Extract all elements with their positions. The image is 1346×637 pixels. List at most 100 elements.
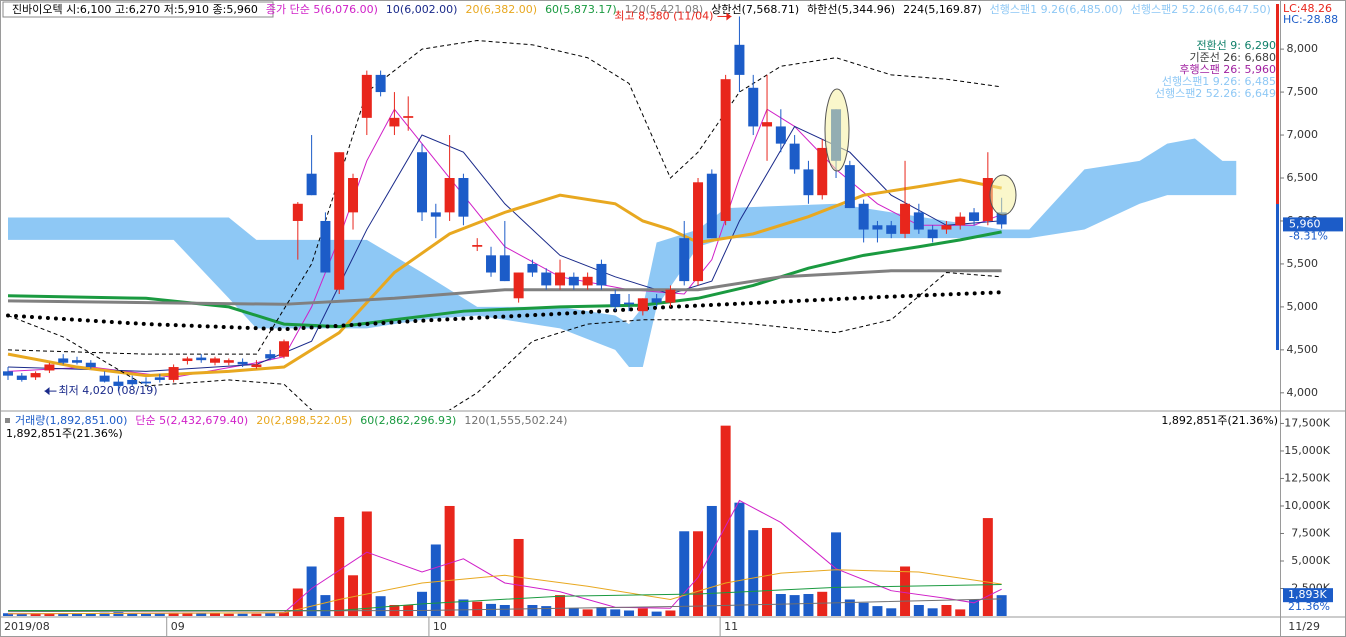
candle-body bbox=[624, 302, 635, 305]
subtitle: 1,892,851주(21.36%) bbox=[6, 427, 123, 440]
last-volume-box bbox=[1283, 588, 1333, 603]
indicator-line bbox=[8, 499, 1002, 615]
volume-bar bbox=[996, 595, 1007, 616]
corner-label: LC:48.26 bbox=[1283, 2, 1332, 15]
volume-bar bbox=[30, 613, 41, 616]
candle-body bbox=[900, 203, 911, 234]
candle-body bbox=[320, 220, 331, 273]
indicator-line bbox=[8, 569, 1002, 615]
candle-body bbox=[44, 364, 55, 371]
volume-bar bbox=[306, 566, 317, 616]
volume-bar bbox=[154, 613, 165, 616]
volume-bar bbox=[99, 612, 110, 616]
candle-body bbox=[665, 289, 676, 303]
volume-bar bbox=[430, 544, 441, 616]
legend-entry: 60(2,862,296.93) bbox=[360, 414, 456, 427]
candle-body bbox=[941, 225, 952, 230]
annotation: 최고 8,380 (11/04) bbox=[614, 9, 713, 22]
candle-body bbox=[141, 381, 152, 384]
candle-body bbox=[582, 276, 593, 286]
x-tick-label: 2019/08 bbox=[4, 620, 50, 633]
candle-body bbox=[555, 272, 566, 286]
ichimoku-info: 선행스팬2 52.26: 6,649 bbox=[1155, 87, 1276, 100]
volume-bar bbox=[982, 518, 993, 616]
candle-body bbox=[210, 358, 221, 363]
volume-bar bbox=[223, 613, 234, 616]
corner-label: HC:-28.88 bbox=[1283, 13, 1338, 26]
volume-bar bbox=[748, 530, 759, 616]
ichimoku-info: 선행스팬1 9.26: 6,485 bbox=[1162, 75, 1276, 88]
candle-body bbox=[844, 165, 855, 209]
candle-body bbox=[679, 238, 690, 282]
legend-entry: 60(5,873.17) bbox=[545, 3, 617, 16]
y-tick-label: 15,000K bbox=[1284, 444, 1330, 457]
y-tick-label: 17,500K bbox=[1284, 416, 1330, 429]
y-tick-label: 5,500 bbox=[1287, 257, 1319, 270]
indicator-line bbox=[7, 40, 1002, 355]
candle-body bbox=[789, 143, 800, 170]
candle-body bbox=[499, 255, 510, 282]
y-tick-label: 7,000 bbox=[1287, 128, 1319, 141]
volume-bar bbox=[44, 613, 55, 616]
volume-bar bbox=[127, 613, 138, 616]
candle-body bbox=[348, 178, 359, 213]
candle-body bbox=[486, 255, 497, 273]
chart-title: 거래량(1,892,851.00) bbox=[15, 414, 127, 427]
volume-bar bbox=[182, 612, 193, 616]
volume-bar bbox=[458, 599, 469, 616]
volume-bar bbox=[844, 599, 855, 616]
volume-bar bbox=[817, 591, 828, 616]
candle-body bbox=[251, 364, 262, 368]
ichimoku-info: 전환선 9: 6,290 bbox=[1196, 39, 1276, 52]
candle-body bbox=[734, 44, 745, 75]
candle-body bbox=[982, 178, 993, 221]
volume-bar bbox=[762, 527, 773, 616]
candle-body bbox=[182, 358, 193, 362]
volume-bar bbox=[858, 602, 869, 616]
candle-body bbox=[969, 212, 980, 221]
legend-entry: 상한선(7,568.71) bbox=[711, 3, 799, 16]
candle-body bbox=[651, 298, 662, 303]
volume-bar bbox=[361, 511, 372, 616]
volume-bar bbox=[955, 609, 966, 616]
range-bar bbox=[1276, 4, 1279, 204]
volume-bar bbox=[58, 613, 69, 616]
volume-bar bbox=[499, 604, 510, 616]
volume-bar bbox=[624, 610, 635, 616]
indicator-line bbox=[6, 290, 1004, 332]
volume-bar bbox=[596, 607, 607, 616]
candle-body bbox=[16, 375, 27, 380]
volume-bar bbox=[555, 595, 566, 616]
volume-bar bbox=[831, 532, 842, 616]
candle-body bbox=[279, 341, 290, 357]
volume-bar bbox=[210, 613, 221, 616]
candle-body bbox=[417, 152, 428, 213]
volume-bar bbox=[969, 599, 980, 616]
volume-bar bbox=[141, 613, 152, 616]
volume-bar bbox=[527, 604, 538, 616]
volume-bar bbox=[886, 608, 897, 616]
legend-entry: 하한선(5,344.96) bbox=[807, 2, 895, 16]
highlight-ellipse bbox=[824, 88, 850, 172]
range-bar bbox=[1276, 204, 1279, 350]
candle-body bbox=[444, 178, 455, 213]
candle-body bbox=[168, 367, 179, 380]
legend-entry: 224(5,169.87) bbox=[903, 3, 982, 16]
legend-entry: 선행스팬1 9.26(6,485.00) bbox=[990, 3, 1123, 16]
volume-bar bbox=[486, 603, 497, 616]
volume-bar bbox=[196, 613, 207, 616]
candle-body bbox=[458, 178, 469, 217]
candle-body bbox=[403, 116, 414, 118]
candle-body bbox=[361, 74, 372, 118]
title-box bbox=[2, 1, 274, 18]
candle-body bbox=[596, 263, 607, 286]
candle-body bbox=[817, 147, 828, 196]
volume-bar bbox=[375, 596, 386, 616]
volume-bar bbox=[789, 595, 800, 616]
candle-body bbox=[154, 377, 165, 380]
legend-entry: 20(2,898,522.05) bbox=[256, 414, 352, 427]
volume-bar bbox=[348, 575, 359, 616]
y-tick-label: 5,000K bbox=[1291, 554, 1330, 567]
